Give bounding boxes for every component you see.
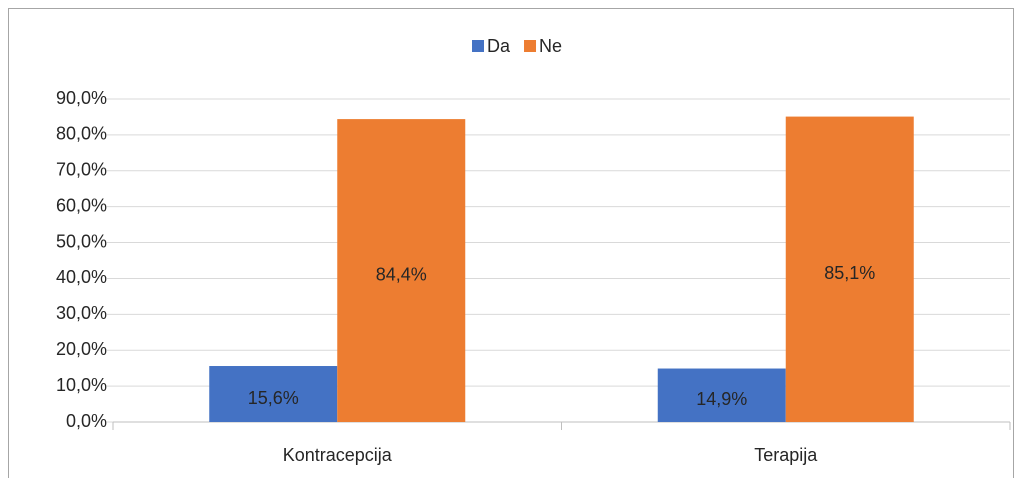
value-label: 84,4% <box>376 264 427 284</box>
y-tick-label: 70,0% <box>56 160 107 180</box>
bar <box>209 366 338 422</box>
y-tick-label: 50,0% <box>56 231 107 251</box>
x-tick-label: Kontracepcija <box>283 445 393 465</box>
y-tick-label: 90,0% <box>56 88 107 108</box>
y-tick-label: 10,0% <box>56 375 107 395</box>
bar <box>657 368 786 422</box>
x-tick-label: Terapija <box>754 445 818 465</box>
y-tick-label: 30,0% <box>56 303 107 323</box>
y-tick-label: 40,0% <box>56 267 107 287</box>
legend-label: Da <box>487 36 511 56</box>
bar <box>785 116 914 422</box>
value-label: 15,6% <box>248 388 299 408</box>
value-label: 14,9% <box>696 389 747 409</box>
y-tick-label: 80,0% <box>56 124 107 144</box>
y-tick-label: 60,0% <box>56 195 107 215</box>
y-tick-label: 20,0% <box>56 339 107 359</box>
legend-swatch <box>472 40 484 52</box>
legend-label: Ne <box>539 36 562 56</box>
value-label: 85,1% <box>824 263 875 283</box>
y-tick-label: 0,0% <box>66 411 107 431</box>
bar <box>337 119 466 422</box>
legend-swatch <box>524 40 537 52</box>
